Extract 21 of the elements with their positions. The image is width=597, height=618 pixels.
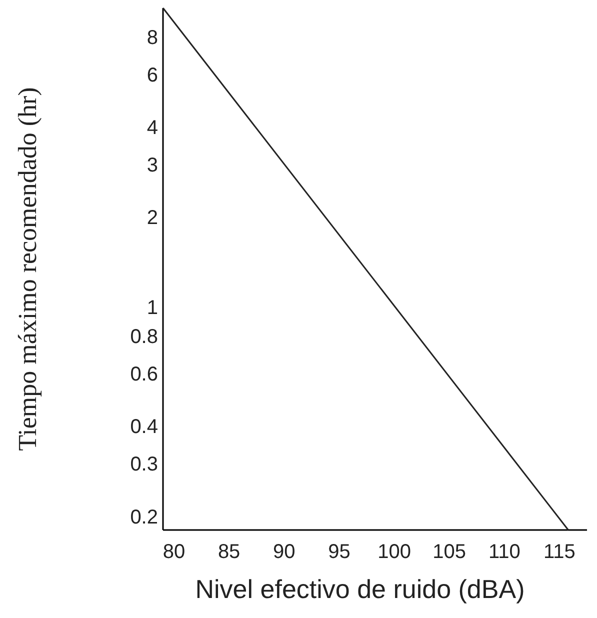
y-axis-title: Tiempo máximo recomendado (hr): [13, 87, 42, 451]
x-tick-label: 85: [218, 541, 240, 563]
y-tick-label: 0.3: [130, 454, 158, 476]
x-tick-label: 100: [378, 541, 411, 563]
x-tick-label: 115: [544, 541, 576, 563]
x-tick-label: 80: [162, 541, 186, 563]
y-tick-label: 4: [146, 117, 158, 140]
y-tick-label: 0.2: [130, 506, 158, 528]
y-tick-label: 2: [146, 207, 158, 230]
x-tick-label: 105: [432, 541, 466, 563]
x-tick-label: 95: [328, 541, 350, 563]
y-tick-label: 3: [146, 154, 158, 176]
x-tick-label: 110: [488, 541, 520, 563]
y-tick-label: 8: [146, 26, 158, 49]
y-tick-label: 0.6: [130, 364, 158, 386]
y-tick-label: 6: [146, 64, 158, 86]
y-tick-label: 0.8: [130, 326, 158, 348]
x-axis-title: Nivel efectivo de ruido (dBA): [195, 574, 525, 604]
y-tick-label: 0.4: [130, 416, 158, 438]
y-tick-label: 1: [146, 297, 158, 320]
x-tick-label: 90: [273, 541, 296, 563]
